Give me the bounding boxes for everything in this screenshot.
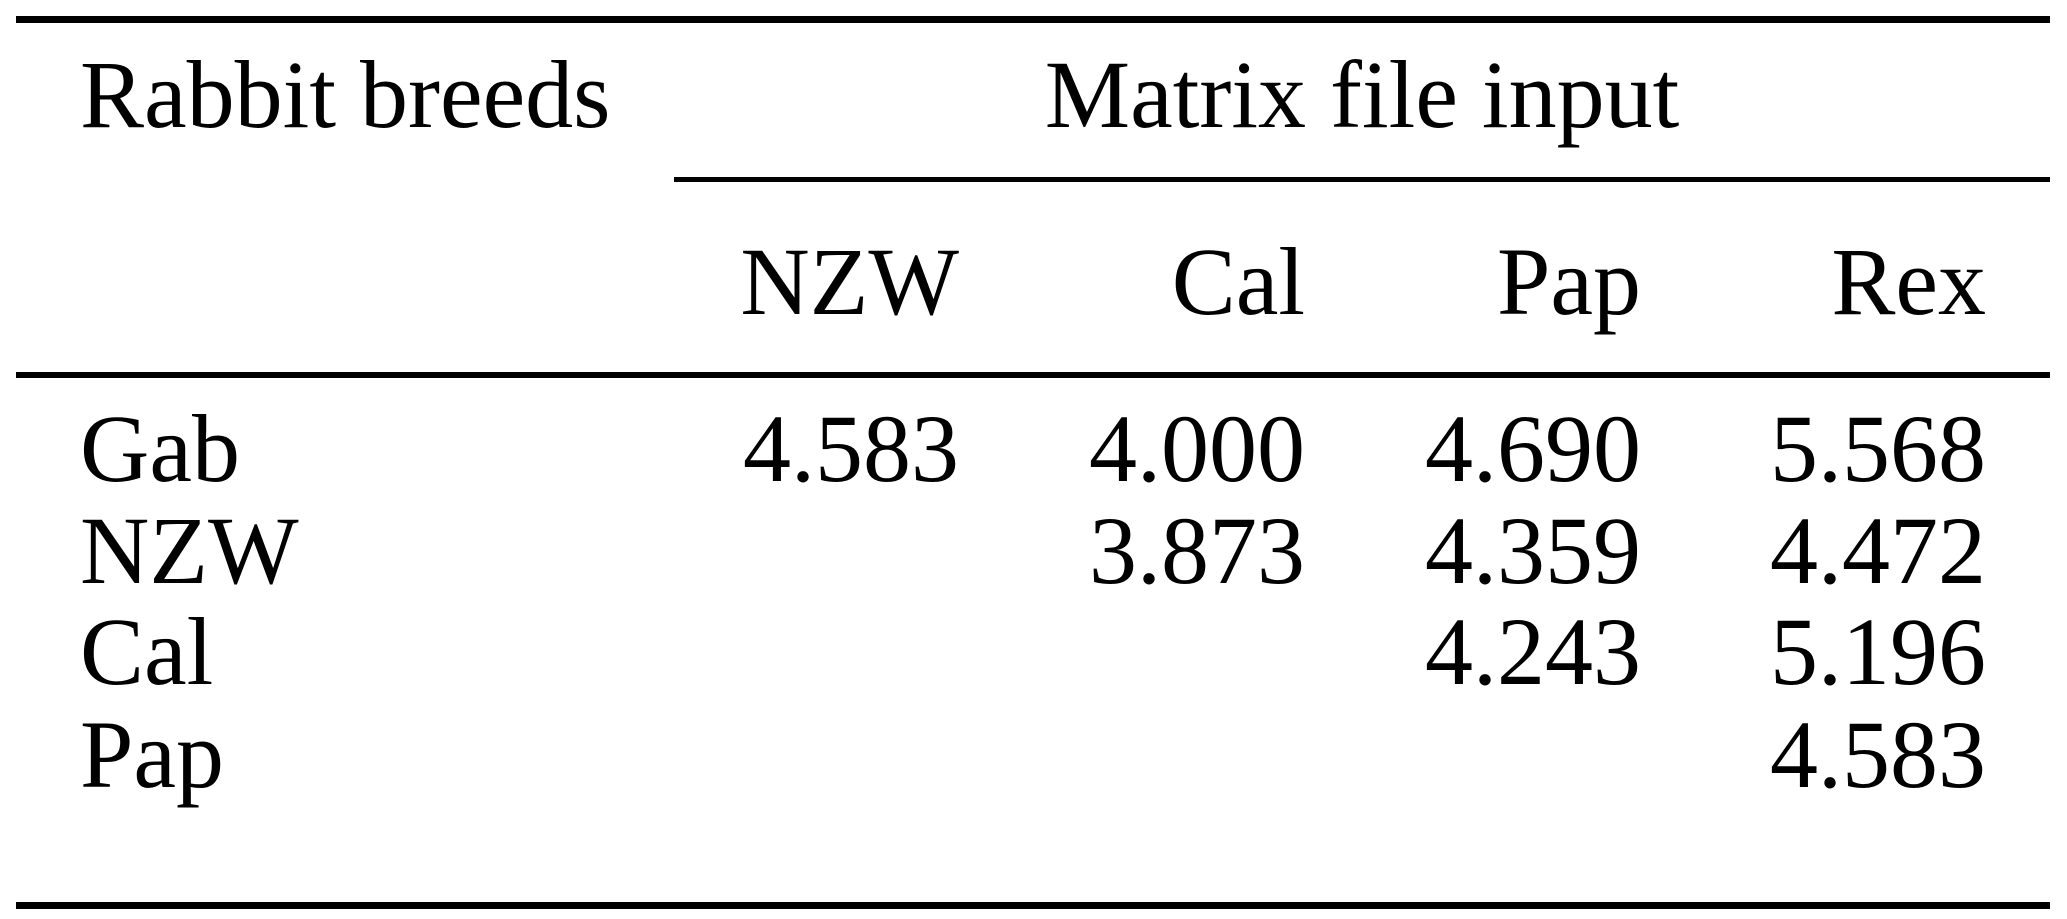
- row-label: Pap: [80, 701, 224, 808]
- table-cell: 4.359: [1425, 497, 1641, 604]
- table-cell: 4.000: [1089, 395, 1305, 502]
- top-rule: [16, 16, 2050, 23]
- group-header: Matrix file input: [1044, 41, 1680, 148]
- table-cell: 5.196: [1770, 598, 1986, 705]
- column-header-pap: Pap: [1497, 228, 1641, 335]
- column-header-rex: Rex: [1831, 228, 1986, 335]
- row-label: NZW: [80, 497, 299, 604]
- column-header-nzw: NZW: [740, 228, 959, 335]
- table-cell: 4.472: [1770, 497, 1986, 604]
- table-cell: 4.583: [743, 395, 959, 502]
- table-cell: 4.690: [1425, 395, 1641, 502]
- row-label: Cal: [80, 598, 214, 705]
- table-cell: 5.568: [1770, 395, 1986, 502]
- column-header-cal: Cal: [1171, 228, 1305, 335]
- row-label: Gab: [80, 395, 240, 502]
- header-body-rule: [16, 372, 2050, 378]
- group-header-underline: [674, 177, 2050, 182]
- bottom-rule: [16, 902, 2050, 909]
- table-cell: 4.243: [1425, 598, 1641, 705]
- table-cell: 3.873: [1089, 497, 1305, 604]
- stub-header: Rabbit breeds: [80, 41, 611, 148]
- table-cell: 4.583: [1770, 701, 1986, 808]
